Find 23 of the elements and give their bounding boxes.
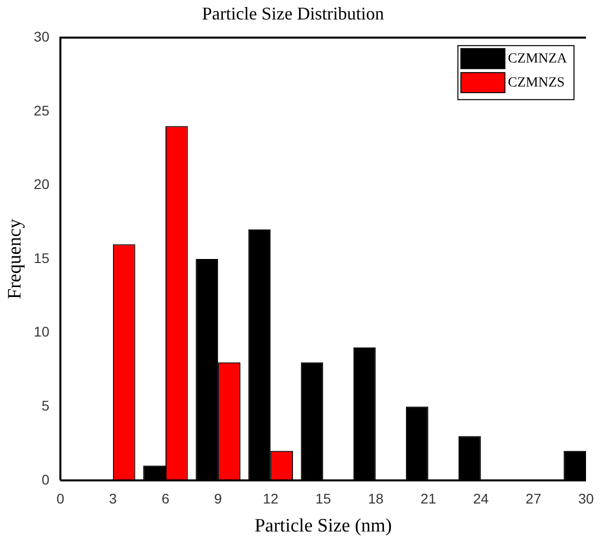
x-tick-label: 6 <box>162 490 170 507</box>
x-axis-title: Particle Size (nm) <box>254 516 392 537</box>
legend-label: CZMNZS <box>508 75 565 90</box>
x-tick-label: 15 <box>315 490 332 507</box>
chart-title: Particle Size Distribution <box>202 4 384 24</box>
x-tick-label: 21 <box>420 490 436 507</box>
x-tick-label: 24 <box>473 490 489 507</box>
y-tick-label: 20 <box>34 176 50 192</box>
y-tick-label: 25 <box>34 102 50 118</box>
x-tick-label: 27 <box>526 490 542 507</box>
x-tick-label: 9 <box>214 490 222 507</box>
legend-label: CZMNZA <box>508 51 568 66</box>
x-tick-label: 30 <box>578 490 594 507</box>
y-axis-title: Frequency <box>4 218 26 300</box>
y-tick-label: 10 <box>34 324 50 340</box>
x-tick-label: 18 <box>368 490 384 507</box>
y-tick-label: 15 <box>34 250 50 266</box>
x-tick-label: 12 <box>262 490 279 507</box>
y-tick-label: 30 <box>34 28 50 44</box>
y-tick-label: 0 <box>42 471 50 488</box>
x-tick-label: 0 <box>56 490 64 507</box>
y-tick-label: 5 <box>42 397 50 414</box>
x-tick-label: 3 <box>109 490 118 507</box>
